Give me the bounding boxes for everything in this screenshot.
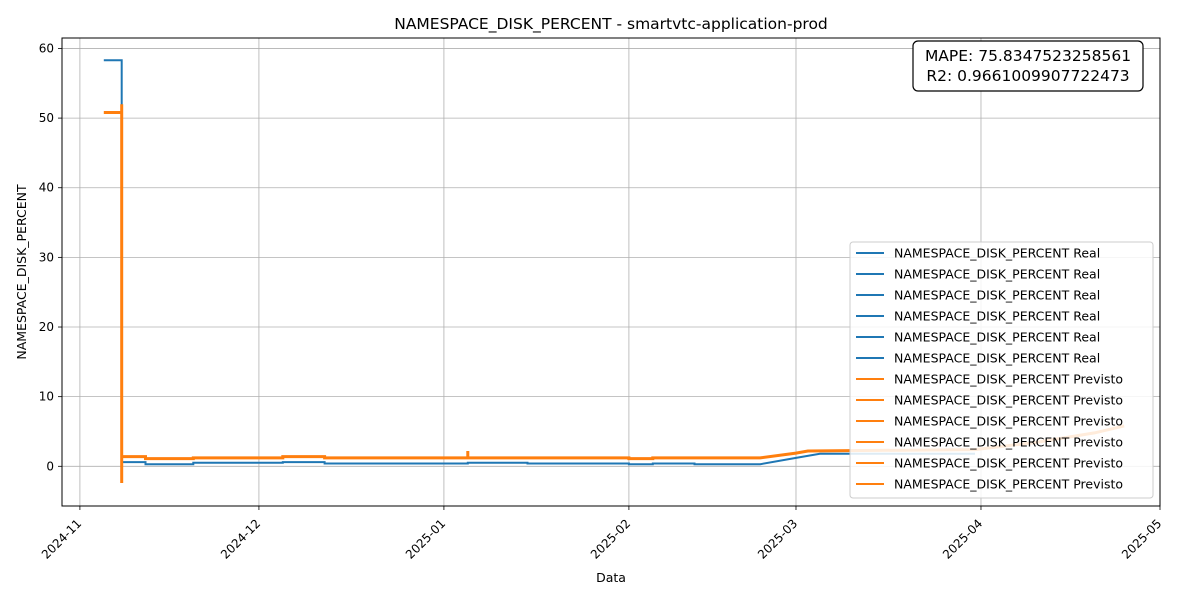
legend-label: NAMESPACE_DISK_PERCENT Real [894,288,1100,303]
legend-label: NAMESPACE_DISK_PERCENT Previsto [894,414,1123,429]
y-tick-label: 20 [39,320,54,334]
series-line-previsto [103,104,1125,483]
legend-label: NAMESPACE_DISK_PERCENT Previsto [894,372,1123,387]
metrics-annotation: MAPE: 75.8347523258561 R2: 0.96610099077… [912,40,1144,92]
legend-label: NAMESPACE_DISK_PERCENT Real [894,267,1100,282]
r2-text: R2: 0.9661009907722473 [926,67,1129,85]
y-tick-label: 40 [39,181,54,195]
legend-label: NAMESPACE_DISK_PERCENT Previsto [894,477,1123,492]
legend-box [849,241,1154,499]
legend-items: NAMESPACE_DISK_PERCENT Real NAMESPACE_DIS… [856,246,1123,492]
legend: NAMESPACE_DISK_PERCENT Real NAMESPACE_DIS… [849,241,1154,499]
chart-title: NAMESPACE_DISK_PERCENT - smartvtc-applic… [394,15,828,34]
y-tick-label: 60 [39,41,54,55]
x-axis-label: Data [596,570,626,585]
plot-frame [61,37,1161,507]
legend-label: NAMESPACE_DISK_PERCENT Real [894,351,1100,366]
metrics-box [912,40,1144,92]
mape-text: MAPE: 75.8347523258561 [925,47,1131,65]
y-tick-label: 10 [39,390,54,404]
series-line-real [103,59,975,466]
y-axis: 0 10 20 30 40 50 60 [39,41,62,473]
legend-label: NAMESPACE_DISK_PERCENT Real [894,330,1100,345]
y-axis-label: NAMESPACE_DISK_PERCENT [14,184,29,360]
legend-label: NAMESPACE_DISK_PERCENT Previsto [894,393,1123,408]
legend-label: NAMESPACE_DISK_PERCENT Real [894,246,1100,261]
y-tick-label: 0 [46,459,54,473]
y-tick-label: 30 [39,250,54,264]
legend-label: NAMESPACE_DISK_PERCENT Previsto [894,456,1123,471]
series-layer [103,59,1125,483]
legend-label: NAMESPACE_DISK_PERCENT Previsto [894,435,1123,450]
y-tick-label: 50 [39,111,54,125]
legend-label: NAMESPACE_DISK_PERCENT Real [894,309,1100,324]
